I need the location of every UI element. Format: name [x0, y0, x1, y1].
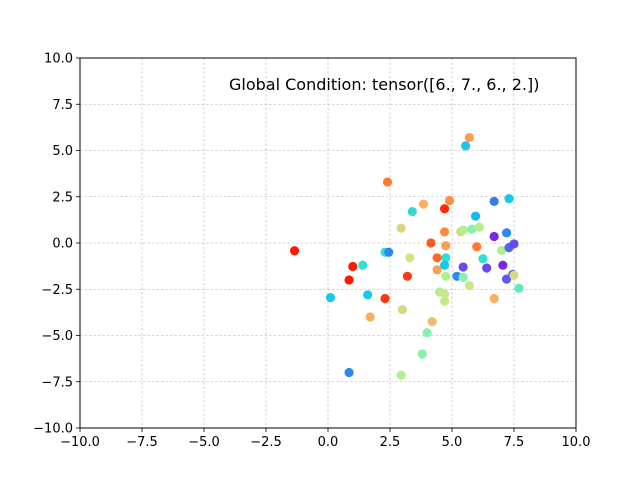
y-tick-label: 5.0 — [52, 144, 73, 159]
data-point — [344, 275, 354, 285]
x-tick-label: 0.0 — [318, 435, 339, 450]
data-point — [467, 224, 477, 234]
data-point — [509, 270, 519, 280]
y-tick-label: −10.0 — [33, 422, 73, 437]
data-point — [441, 271, 451, 281]
data-point — [417, 349, 427, 359]
y-tick-label: 7.5 — [52, 98, 73, 113]
data-point — [497, 245, 507, 255]
data-point — [396, 370, 406, 380]
x-tick-label: 7.5 — [504, 435, 525, 450]
data-point — [458, 272, 468, 282]
data-point — [439, 227, 450, 237]
data-point — [365, 312, 375, 322]
axis-ticks: −10.0 −7.5 −5.0 −2.5 0.0 2.5 5.0 7.5 10.0 −10.0 −7… — [33, 52, 590, 451]
data-point — [444, 195, 455, 206]
data-point — [325, 292, 336, 303]
data-point — [439, 296, 450, 306]
data-point — [478, 254, 488, 264]
data-point — [474, 222, 484, 232]
data-point — [439, 260, 450, 270]
data-point — [432, 265, 442, 275]
data-point — [344, 367, 354, 378]
data-point — [458, 225, 468, 235]
data-point — [498, 260, 508, 270]
data-point — [405, 253, 415, 263]
data-point — [358, 260, 368, 270]
data-point — [470, 211, 481, 221]
data-point — [441, 241, 451, 251]
data-point — [472, 242, 482, 252]
data-point — [422, 328, 432, 338]
x-tick-label: −5.0 — [188, 435, 220, 450]
y-tick-label: −2.5 — [41, 283, 73, 298]
data-points — [289, 132, 524, 380]
data-point — [363, 290, 373, 300]
data-point — [384, 247, 394, 257]
data-point — [439, 289, 450, 299]
data-point — [348, 261, 358, 272]
data-point — [402, 271, 412, 281]
data-point — [514, 283, 524, 293]
global-condition-annotation: Global Condition: tensor([6., 7., 6., 2.… — [229, 75, 539, 94]
data-point — [501, 228, 512, 238]
data-point — [489, 231, 499, 242]
data-point — [489, 293, 499, 304]
x-tick-label: −10.0 — [60, 435, 100, 450]
data-point — [504, 194, 514, 204]
data-point — [439, 204, 450, 214]
data-point — [289, 246, 300, 256]
data-point — [396, 223, 406, 233]
data-point — [464, 280, 474, 291]
data-point — [441, 253, 451, 263]
data-point — [464, 132, 474, 143]
x-tick-label: 10.0 — [562, 435, 591, 450]
data-point — [418, 199, 429, 209]
data-point — [482, 263, 492, 273]
data-point — [489, 196, 499, 206]
y-tick-label: 0.0 — [52, 237, 73, 252]
data-point — [432, 253, 442, 263]
y-tick-label: −5.0 — [41, 329, 73, 344]
x-tick-label: −7.5 — [126, 435, 158, 450]
data-point — [397, 305, 407, 315]
x-tick-label: 5.0 — [442, 435, 463, 450]
y-tick-label: −7.5 — [41, 375, 73, 390]
y-tick-label: 2.5 — [52, 190, 73, 205]
data-point — [380, 293, 390, 304]
data-point — [382, 177, 393, 187]
x-tick-label: −2.5 — [250, 435, 282, 450]
data-point — [458, 262, 468, 272]
data-point — [461, 141, 471, 151]
y-tick-label: 10.0 — [44, 52, 73, 67]
data-point — [427, 317, 437, 327]
data-point — [509, 239, 519, 249]
data-point — [426, 238, 436, 248]
x-tick-label: 2.5 — [380, 435, 401, 450]
data-point — [407, 206, 417, 217]
